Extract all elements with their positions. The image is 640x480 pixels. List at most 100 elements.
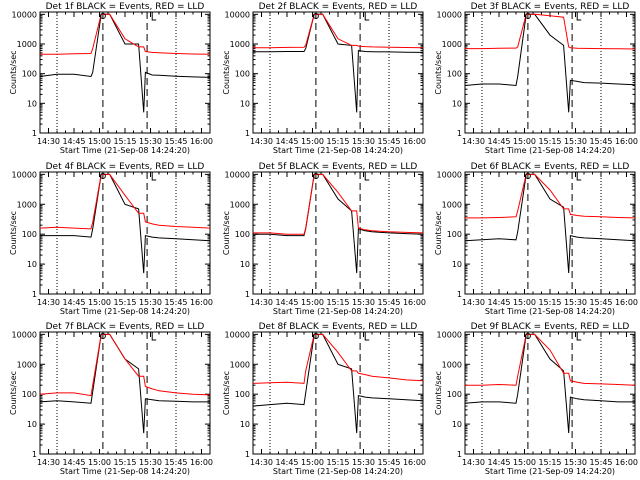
y-tick-label: 10000: [12, 170, 37, 179]
x-tick-label: 15:00: [513, 137, 536, 146]
panel-title: Det 7f BLACK = Events, RED = LLD: [46, 322, 205, 332]
peak-marker: [99, 13, 106, 19]
x-tick-label: 14:45: [62, 137, 85, 146]
plot-frame: [464, 11, 636, 134]
x-tick-label: 14:30: [37, 137, 60, 146]
y-axis-label: Counts/sec: [222, 50, 231, 94]
x-tick-label: 15:15: [113, 137, 136, 146]
x-tick-label: 15:45: [589, 137, 612, 146]
peak-marker: [524, 13, 531, 19]
y-tick-label: 1: [32, 450, 37, 459]
x-tick-label: 15:00: [513, 458, 536, 467]
series-line-events: [39, 333, 210, 434]
y-tick-label: 1: [457, 290, 462, 299]
x-tick-label: 15:45: [377, 458, 400, 467]
x-tick-label: 15:15: [538, 458, 561, 467]
y-tick-label: 1: [245, 129, 250, 138]
series-line-events: [39, 13, 211, 113]
x-tick-label: 14:45: [62, 458, 85, 467]
y-tick-label: 10: [240, 99, 250, 108]
x-tick-label: 14:30: [250, 137, 273, 146]
y-tick-label: 100: [235, 230, 250, 239]
panel-title: Det 6f BLACK = Events, RED = LLD: [471, 162, 630, 172]
x-tick-label: 15:45: [164, 298, 187, 307]
series-line-events: [252, 333, 424, 434]
x-tick-label: 15:00: [513, 298, 536, 307]
x-tick-label: 14:30: [462, 137, 485, 146]
series-line-lld: [465, 333, 636, 386]
y-tick-label: 10: [27, 260, 37, 269]
panel-8: Det 8f BLACK = Events, RED = LLD 1 10 100 10…: [222, 322, 426, 476]
x-tick-label: 15:45: [589, 458, 612, 467]
corner-marker: [576, 172, 582, 181]
y-tick-label: 100: [22, 390, 37, 399]
corner-marker: [364, 172, 370, 181]
x-tick-label: 15:30: [139, 137, 162, 146]
peak-marker: [312, 333, 319, 339]
x-tick-label: 16:00: [403, 298, 426, 307]
y-tick-label: 1000: [442, 200, 462, 209]
x-tick-label: 15:30: [352, 137, 375, 146]
x-tick-label: 15:00: [88, 458, 111, 467]
series-line-lld: [252, 333, 424, 384]
y-tick-label: 1000: [230, 360, 250, 369]
x-tick-label: 15:00: [88, 137, 111, 146]
y-tick-label: 10000: [12, 10, 37, 19]
y-tick-label: 1000: [17, 360, 37, 369]
peak-marker: [524, 333, 531, 339]
x-tick-label: 14:45: [487, 458, 510, 467]
series-line-lld: [39, 173, 211, 230]
x-tick-label: 14:45: [487, 298, 510, 307]
y-tick-label: 10: [27, 420, 37, 429]
x-axis-label: Start Time (21-Sep-08 14:24:20): [273, 307, 403, 316]
y-tick-label: 100: [447, 230, 462, 239]
x-tick-label: 15:15: [326, 458, 349, 467]
series-line-lld: [253, 173, 424, 235]
panel-9: Det 9f BLACK = Events, RED = LLD 1 10 100 10…: [434, 322, 638, 476]
plot-frame: [252, 331, 424, 455]
corner-marker: [364, 332, 370, 341]
panel-title: Det 2f BLACK = Events, RED = LLD: [259, 2, 418, 12]
y-tick-label: 100: [22, 70, 37, 79]
series-line-events: [464, 333, 635, 434]
x-tick-label: 16:00: [403, 458, 426, 467]
x-tick-label: 15:45: [377, 137, 400, 146]
y-tick-label: 1000: [17, 200, 37, 209]
series-line-events: [253, 13, 424, 113]
y-tick-label: 1000: [230, 200, 250, 209]
corner-marker: [576, 12, 582, 21]
panel-7: Det 7f BLACK = Events, RED = LLD 1 10 100 10…: [9, 322, 213, 476]
x-axis-label: Start Time (21-Sep-08 14:24:20): [485, 307, 615, 316]
x-tick-label: 14:45: [62, 298, 85, 307]
y-tick-label: 100: [235, 390, 250, 399]
x-tick-label: 15:15: [113, 298, 136, 307]
y-tick-label: 10: [452, 99, 462, 108]
x-axis-label: Start Time (21-Sep-08 14:24:20): [273, 146, 403, 155]
y-tick-label: 1: [245, 450, 250, 459]
x-tick-label: 16:00: [615, 458, 638, 467]
x-tick-label: 15:15: [113, 458, 136, 467]
x-tick-label: 15:45: [589, 298, 612, 307]
y-tick-label: 10: [27, 99, 37, 108]
y-tick-label: 10: [240, 420, 250, 429]
x-tick-label: 16:00: [615, 298, 638, 307]
x-axis-label: Start Time (21-Sep-09 14:24:20): [485, 467, 615, 476]
x-axis-label: Start Time (21-Sep-08 14:24:20): [60, 307, 190, 316]
y-tick-label: 10000: [225, 330, 250, 339]
x-tick-label: 14:45: [275, 298, 298, 307]
y-tick-label: 10000: [437, 170, 462, 179]
panel-title: Det 8f BLACK = Events, RED = LLD: [259, 322, 418, 332]
x-tick-label: 15:30: [139, 298, 162, 307]
plot-frame: [39, 171, 211, 295]
x-axis-label: Start Time (21-Sep-08 14:24:20): [273, 467, 403, 476]
x-axis-label: Start Time (21-Sep-08 14:24:20): [60, 467, 190, 476]
series-line-lld: [253, 13, 424, 49]
series-line-lld: [465, 173, 636, 219]
y-tick-label: 10: [240, 260, 250, 269]
x-tick-label: 14:45: [487, 137, 510, 146]
peak-marker: [312, 173, 319, 179]
x-tick-label: 15:00: [301, 458, 324, 467]
panel-3: Det 3f BLACK = Events, RED = LLD 1 10 100 10…: [434, 2, 638, 155]
x-tick-label: 16:00: [403, 137, 426, 146]
